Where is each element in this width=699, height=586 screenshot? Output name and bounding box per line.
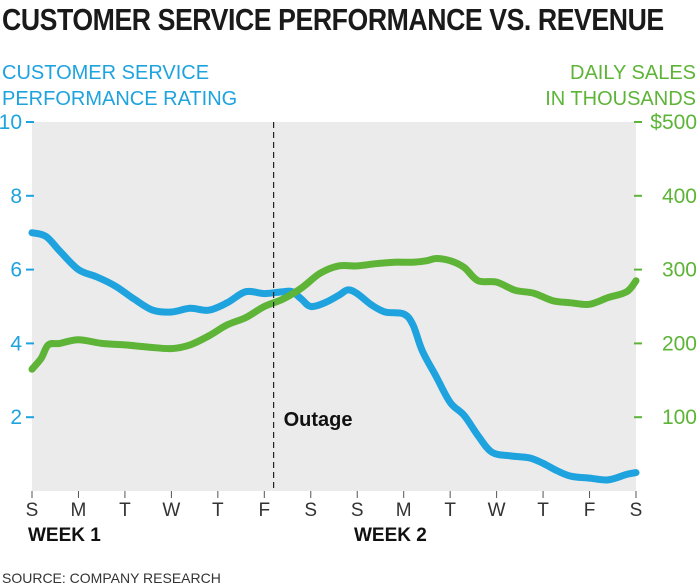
left-axis-title-line-1: CUSTOMER SERVICE (2, 62, 210, 84)
left-axis-title-line-2: PERFORMANCE RATING (2, 88, 238, 110)
x-tick-label: W (162, 500, 180, 521)
x-axis: S M T W T F S S M T W T F S WEEK 1 WEEK 2 (26, 491, 643, 546)
x-tick-label: F (259, 500, 271, 521)
x-tick-label: S (26, 500, 39, 521)
series-layer (28, 229, 640, 484)
week-1-label: WEEK 1 (28, 525, 101, 546)
x-tick-label: T (119, 500, 131, 521)
left-axis: 2 4 6 8 10 (0, 111, 34, 429)
x-tick-label: T (537, 500, 549, 521)
right-axis-title: DAILY SALES IN THOUSANDS (545, 60, 696, 112)
x-tick-label: M (396, 500, 412, 521)
x-tick-label: T (212, 500, 224, 521)
right-axis: 100 200 300 400 $500 (634, 111, 697, 429)
left-tick-label: 8 (10, 185, 22, 208)
performance-rating-line (28, 229, 640, 484)
x-tick-label: M (71, 500, 87, 521)
source-note: SOURCE: COMPANY RESEARCH (2, 570, 221, 586)
x-tick-label: T (444, 500, 456, 521)
right-tick-label: 200 (662, 332, 697, 355)
left-tick-label: 4 (10, 332, 22, 355)
x-tick-label: S (630, 500, 643, 521)
x-tick-label: F (584, 500, 596, 521)
right-axis-title-line-1: DAILY SALES (570, 62, 696, 84)
plot-background (32, 122, 636, 491)
x-tick-label: W (488, 500, 506, 521)
left-axis-title: CUSTOMER SERVICE PERFORMANCE RATING (2, 60, 237, 112)
x-tick-label: S (304, 500, 317, 521)
left-tick-label: 10 (0, 111, 22, 134)
right-tick-label: 300 (662, 259, 697, 282)
x-tick-label: S (351, 500, 364, 521)
outage-label: Outage (284, 409, 353, 431)
week-2-label: WEEK 2 (354, 525, 427, 546)
right-axis-title-line-2: IN THOUSANDS (545, 88, 696, 110)
left-tick-label: 6 (10, 259, 22, 282)
right-tick-label: 400 (662, 185, 697, 208)
chart-title: CUSTOMER SERVICE PERFORMANCE VS. REVENUE (2, 2, 664, 37)
annotation-layer: Outage (273, 122, 353, 491)
daily-sales-line (28, 255, 640, 373)
left-tick-label: 2 (10, 406, 22, 429)
right-tick-label: 100 (662, 406, 697, 429)
right-tick-label: $500 (650, 111, 697, 134)
